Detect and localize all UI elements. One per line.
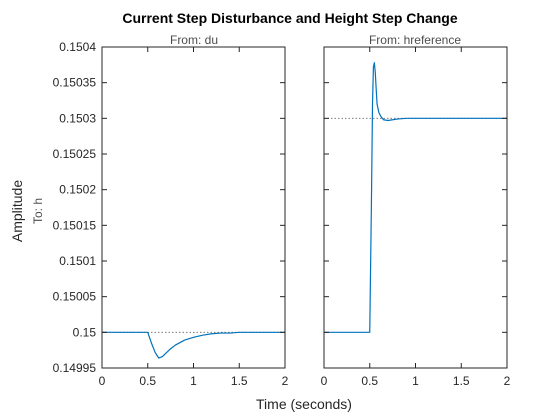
y-tick-label-8: 0.15035 [53, 76, 97, 90]
series-layer-du [101, 331, 286, 359]
x-tick-label-href-0: 0 [321, 374, 328, 388]
y-tick-label-1: 0.15 [73, 325, 97, 339]
x-tick-label-du-2: 1 [190, 374, 197, 388]
plot-frame-du [101, 46, 286, 369]
plot-area-du [102, 47, 285, 368]
plot-area-href [324, 47, 507, 368]
x-tick-label-href-4: 2 [504, 374, 511, 388]
y-tick-label-5: 0.1502 [59, 183, 96, 197]
y-tick-label-6: 0.15025 [53, 147, 97, 161]
y-axis-label: Amplitude [9, 180, 25, 242]
y-tick-label-7: 0.1503 [59, 111, 96, 125]
x-tick-label-href-3: 1.5 [453, 374, 470, 388]
y-ticks-du: 0.14995 0.15 0.15005 0.1501 0.15015 0.1502 0.1… [53, 40, 285, 375]
x-tick-label-href-1: 0.5 [361, 374, 378, 388]
y-tick-label-0: 0.14995 [53, 361, 97, 375]
panel-href: 0 0.5 1 1.5 2 [321, 46, 511, 388]
series-layer-href [323, 62, 508, 333]
chart-title: Current Step Disturbance and Height Step… [122, 10, 457, 26]
y-tick-label-4: 0.15015 [53, 218, 97, 232]
y-tick-label-3: 0.1501 [59, 254, 96, 268]
x-tick-label-du-0: 0 [99, 374, 106, 388]
x-tick-label-du-3: 1.5 [231, 374, 248, 388]
output-label: To: h [31, 198, 45, 224]
panel-title-href: From: hreference [369, 33, 461, 47]
x-tick-label-href-2: 1 [412, 374, 419, 388]
panel-title-du: From: du [170, 33, 218, 47]
x-ticks-href: 0 0.5 1 1.5 2 [321, 47, 511, 388]
x-tick-label-du-4: 2 [282, 374, 289, 388]
y-tick-label-9: 0.1504 [59, 40, 96, 54]
y-tick-label-2: 0.15005 [53, 290, 97, 304]
response-line-du [101, 331, 286, 359]
response-line-href [323, 62, 508, 333]
panel-du: 0 0.5 1 1.5 2 0.14995 0.15 0.15005 0.1501 0.1501… [53, 40, 289, 388]
plot-frame-href [323, 46, 508, 369]
x-tick-label-du-1: 0.5 [139, 374, 156, 388]
x-axis-label: Time (seconds) [256, 396, 352, 412]
